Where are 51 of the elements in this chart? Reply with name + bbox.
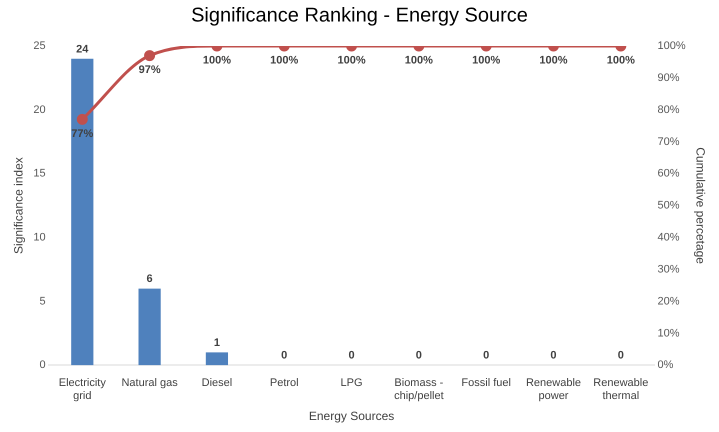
y-tick-label: 15 xyxy=(33,168,46,180)
y2-tick-label: 30% xyxy=(657,263,680,276)
y2-tick-label: 20% xyxy=(657,295,680,308)
y2-tick-label: 100% xyxy=(657,40,686,52)
x-tick-label: Biomass - chip/pellet xyxy=(394,376,444,402)
data-label: 100% xyxy=(270,54,299,67)
data-label: 100% xyxy=(472,54,500,67)
y2-axis-title: Cumulative percetage xyxy=(693,147,708,264)
data-label: 100% xyxy=(539,54,568,67)
y-tick-label: 10 xyxy=(33,232,46,244)
y2-tick-label: 80% xyxy=(657,104,680,116)
data-label: 6 xyxy=(146,273,153,286)
bar xyxy=(206,352,228,366)
x-tick-label: Diesel xyxy=(202,376,232,389)
data-label: 97% xyxy=(138,64,161,76)
y-tick-label: 0 xyxy=(40,359,46,372)
data-label: 100% xyxy=(337,54,366,67)
y-axis-title: Significance index xyxy=(12,157,26,254)
data-label: 100% xyxy=(202,54,232,67)
y2-tick-label: 40% xyxy=(657,232,680,244)
y2-tick-label: 0% xyxy=(657,359,674,372)
x-tick-label: Renewable power xyxy=(526,376,582,402)
bar xyxy=(71,58,94,366)
data-label: 0 xyxy=(618,350,624,362)
y2-tick-label: 50% xyxy=(657,200,680,212)
x-axis-title: Energy Sources xyxy=(308,409,394,424)
data-label: 0 xyxy=(348,350,355,362)
data-label: 77% xyxy=(71,128,94,140)
data-label: 1 xyxy=(214,336,220,349)
y2-tick-label: 70% xyxy=(657,136,680,148)
x-tick-label: Fossil fuel xyxy=(461,376,511,389)
y-tick-label: 20 xyxy=(33,104,46,116)
bar xyxy=(138,288,161,366)
x-tick-label: Renewable thermal xyxy=(593,376,648,402)
data-label: 0 xyxy=(550,350,557,362)
data-label: 100% xyxy=(404,54,434,67)
y2-tick-label: 60% xyxy=(657,168,680,180)
y-tick-label: 5 xyxy=(40,295,46,308)
data-label: 0 xyxy=(483,350,490,362)
chart-title: Significance Ranking - Energy Source xyxy=(191,4,528,27)
data-label: 0 xyxy=(281,350,288,362)
data-label: 0 xyxy=(416,350,422,362)
y2-tick-label: 90% xyxy=(657,72,680,84)
x-tick-label: Electricity grid xyxy=(58,376,106,402)
data-label: 100% xyxy=(606,54,636,67)
x-tick-label: Petrol xyxy=(270,376,299,389)
x-tick-label: Natural gas xyxy=(121,376,178,389)
y-tick-label: 25 xyxy=(33,40,46,52)
data-label: 24 xyxy=(76,43,90,56)
x-tick-label: LPG xyxy=(340,376,363,389)
y2-tick-label: 10% xyxy=(657,327,680,340)
